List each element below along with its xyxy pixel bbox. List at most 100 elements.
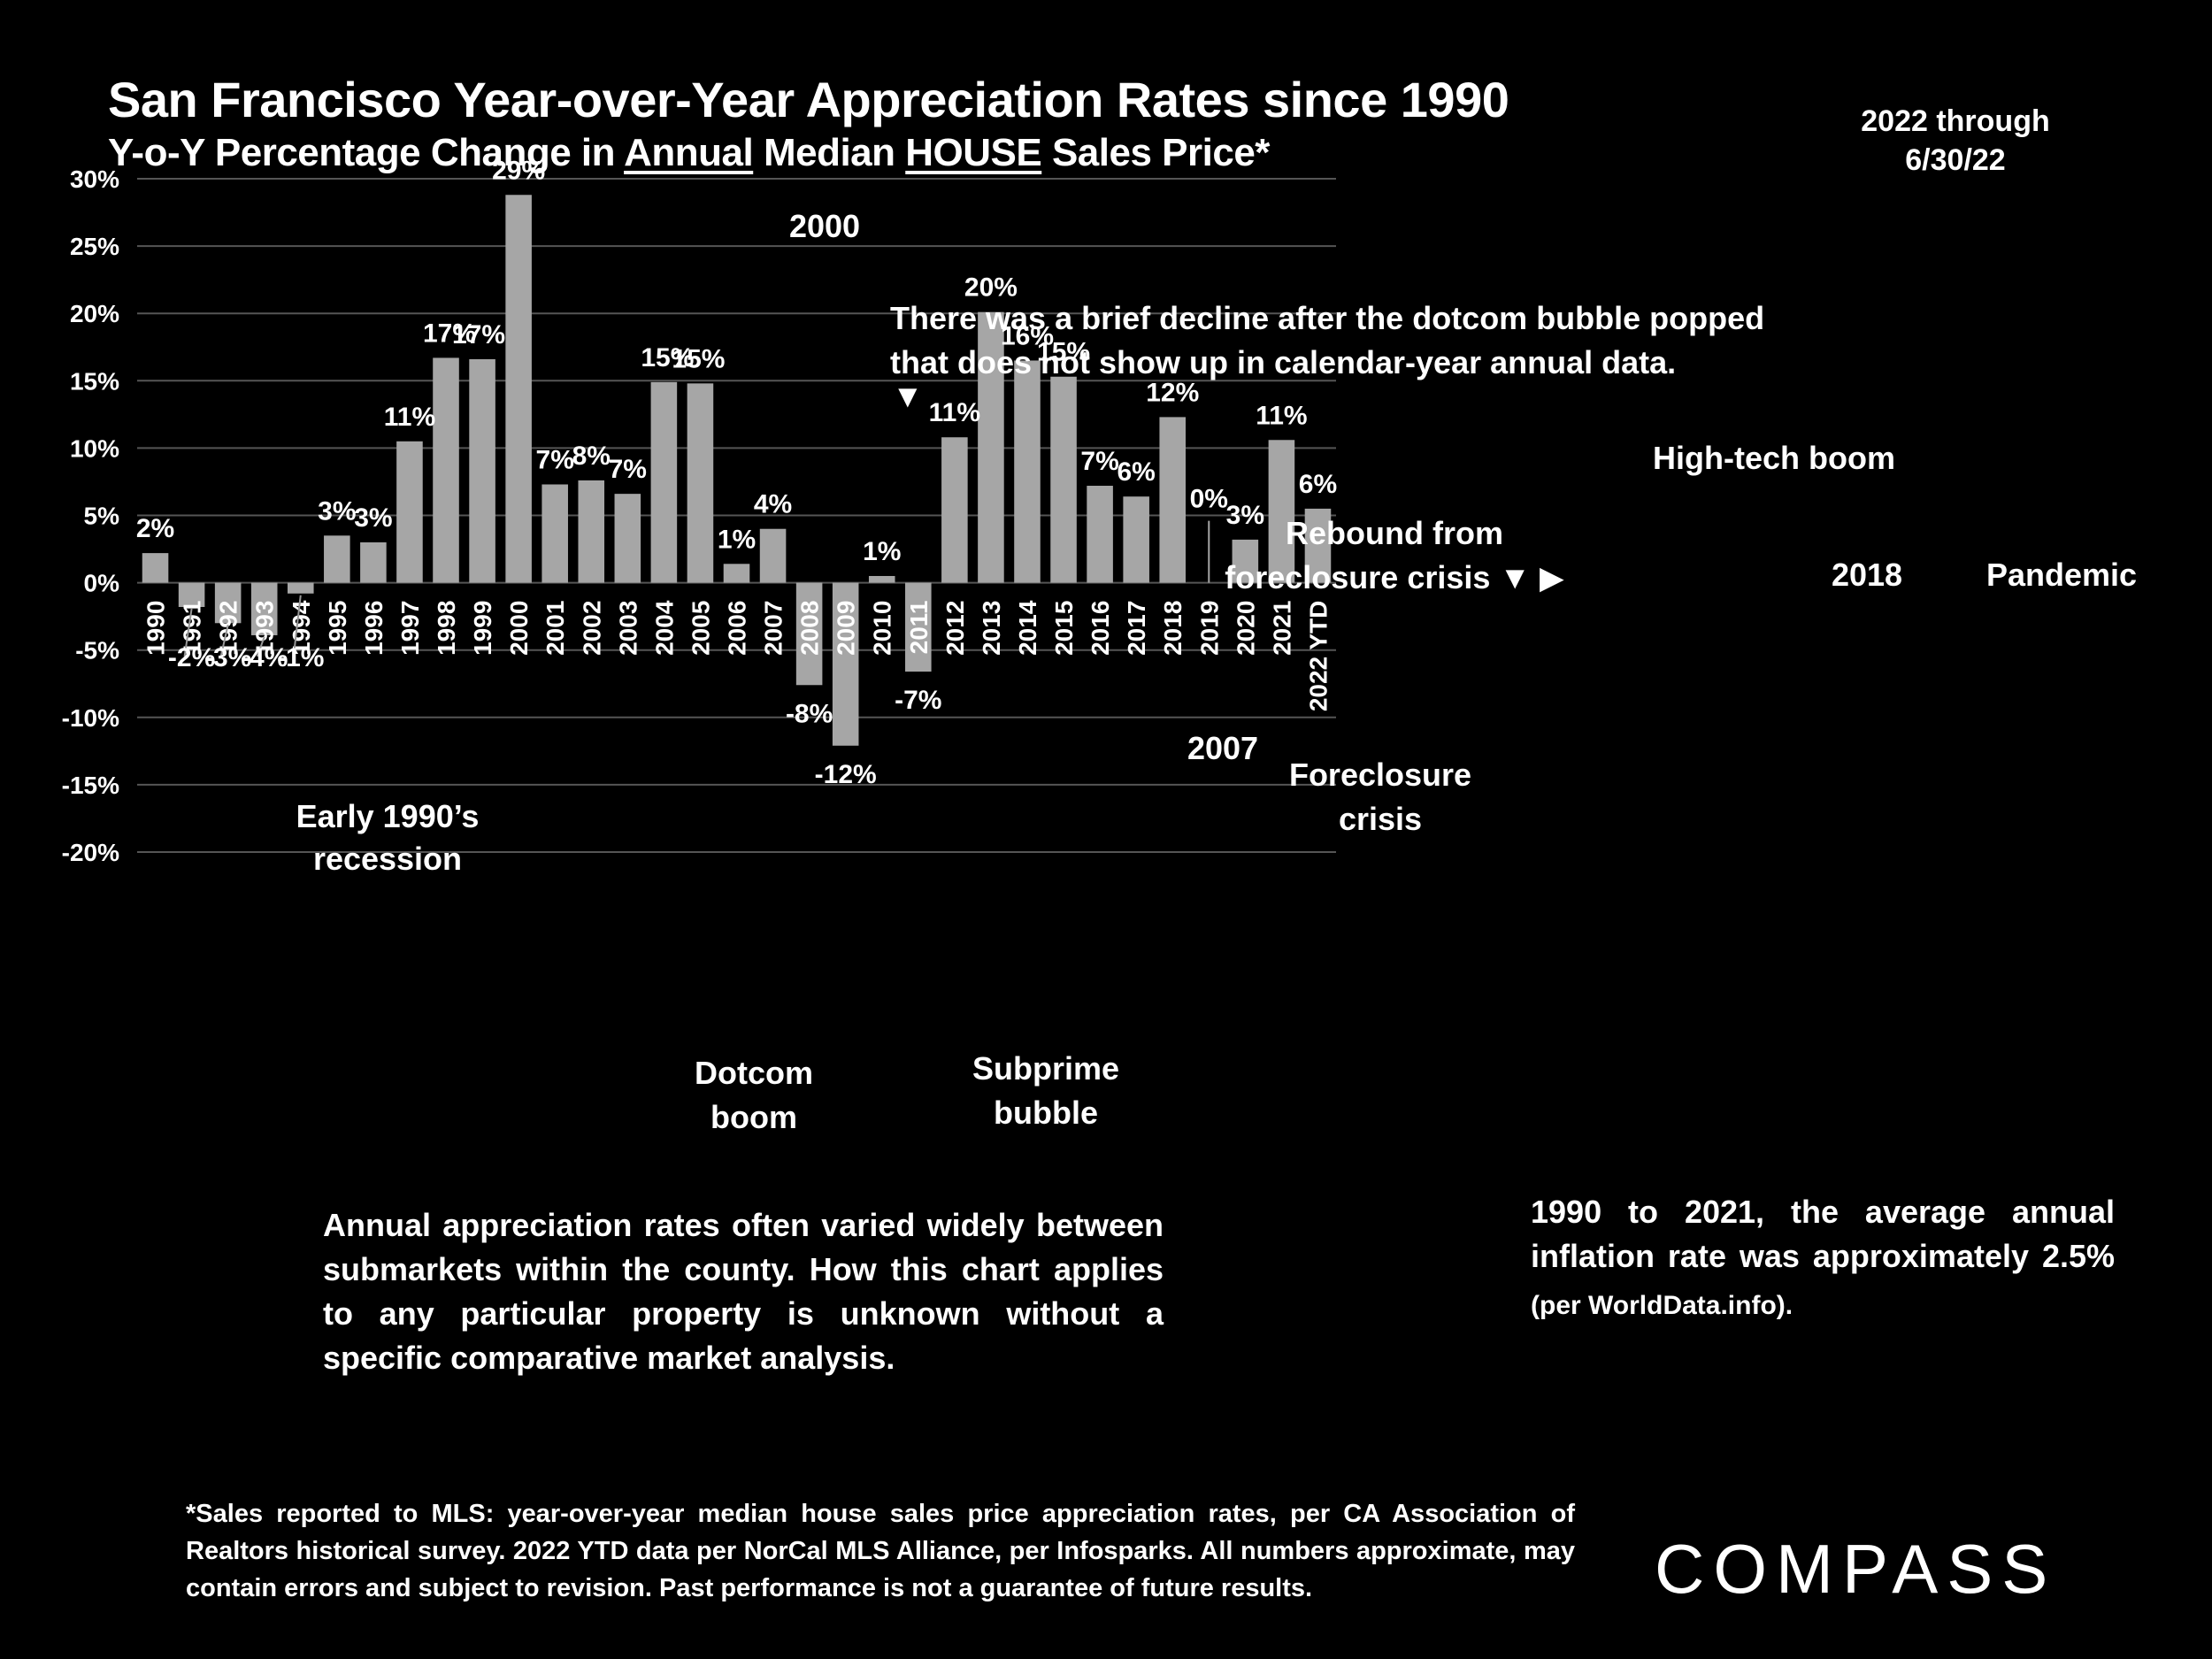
- subtitle-emphasis-annual: Annual: [624, 131, 754, 174]
- data-label: 1%: [863, 537, 901, 566]
- bar: [1087, 486, 1113, 583]
- label-leader-lines: [183, 595, 302, 657]
- data-label: -1%: [277, 643, 324, 672]
- annotation-line: Subprime: [972, 1050, 1119, 1087]
- bar: [650, 381, 678, 583]
- leader-line: [292, 595, 302, 657]
- data-label: 15%: [672, 344, 725, 373]
- data-label: 11%: [929, 398, 980, 427]
- data-label: -12%: [815, 760, 877, 789]
- bar: [469, 358, 495, 583]
- annotation-dotcom-decline: There was a brief decline after the dotc…: [890, 300, 1764, 380]
- x-axis-label: 2012: [941, 601, 969, 656]
- subtitle-emphasis-house: HOUSE: [905, 131, 1042, 174]
- bar: [832, 582, 859, 746]
- bar: [614, 494, 641, 583]
- data-label: -7%: [895, 686, 941, 715]
- bar: [178, 582, 205, 607]
- data-label: 17%: [452, 320, 505, 349]
- leader-line: [183, 608, 193, 657]
- x-axis-label: 1993: [251, 601, 279, 656]
- data-label: 29%: [492, 156, 545, 185]
- annotation-line: 2007: [1187, 730, 1258, 766]
- data-label: 17%: [423, 319, 476, 348]
- data-label: 1%: [718, 525, 756, 554]
- data-labels: 2%-2%-3%-4%-1%3%3%11%17%17%29%7%8%7%15%1…: [136, 156, 1337, 788]
- bar: [1123, 496, 1149, 583]
- x-axis-label: 2021: [1268, 601, 1295, 656]
- x-axis-label: 2016: [1087, 601, 1114, 656]
- x-axis-label: 2014: [1014, 600, 1041, 656]
- y-tick-label: -5%: [75, 637, 119, 664]
- subtitle-part: Sales Price*: [1041, 131, 1270, 174]
- annotation-line: 2018: [1832, 557, 1902, 593]
- data-label: -8%: [786, 699, 833, 728]
- x-axis-label: 2000: [505, 601, 533, 656]
- bar: [1050, 376, 1077, 583]
- x-axis-label: 1997: [396, 601, 424, 656]
- bar: [868, 575, 895, 583]
- as-of-line-1: 2022 through: [1861, 104, 2050, 138]
- down-arrow-icon: ▼: [892, 378, 924, 414]
- annotation-line: Pandemic: [1986, 557, 2137, 593]
- x-axis-label: 2013: [978, 601, 1005, 656]
- annotation-high-tech: High-tech boom: [1653, 440, 1895, 476]
- leader-line: [256, 636, 265, 657]
- annotation-foreclosure: Foreclosure crisis: [1289, 757, 1471, 837]
- data-label: 2%: [136, 514, 174, 543]
- annotation-line: Early 1990’s: [296, 798, 480, 834]
- x-axis-label: 2019: [1195, 601, 1223, 656]
- x-axis-label: 2018: [1159, 601, 1187, 656]
- annotation-line: Dotcom: [695, 1055, 813, 1091]
- bar: [214, 582, 242, 624]
- annotation-line: There was a brief decline after the dotc…: [890, 300, 1764, 336]
- data-label: 3%: [318, 496, 356, 526]
- annotation-line: recession: [313, 841, 462, 877]
- y-tick-label: -15%: [62, 772, 119, 799]
- x-axis-label: 2004: [650, 600, 678, 656]
- bar: [250, 582, 278, 635]
- bar: [795, 582, 823, 686]
- x-axis-label: 1998: [433, 601, 460, 656]
- annotation-year-2018: 2018: [1832, 557, 1902, 593]
- bar: [1304, 508, 1332, 583]
- data-label: 12%: [1146, 378, 1199, 407]
- x-axis-label: 1992: [215, 601, 242, 656]
- x-axis-label: 2020: [1232, 601, 1259, 656]
- annotation-line: bubble: [994, 1094, 1098, 1131]
- y-tick-label: 25%: [70, 233, 119, 260]
- data-label: 7%: [536, 445, 574, 474]
- data-label: 15%: [641, 343, 694, 373]
- y-tick-label: 10%: [70, 434, 119, 462]
- data-label: 6%: [1299, 470, 1337, 499]
- x-axis-label: 1994: [288, 600, 315, 656]
- x-axis-label: 2011: [905, 601, 933, 655]
- data-label: 11%: [1256, 401, 1307, 430]
- annotation-line: Foreclosure: [1289, 757, 1471, 793]
- x-axis-label: 1996: [360, 601, 388, 656]
- data-label: 3%: [354, 503, 392, 533]
- annotation-line: 2000: [789, 208, 860, 244]
- bar: [687, 383, 714, 583]
- x-axis-labels: 1990 1991 1992 1993 1994 1995 1996 1997 1998 1999…: [142, 600, 1333, 711]
- bar: [759, 528, 787, 583]
- x-axis-label: 2022 YTD: [1304, 601, 1332, 712]
- bar: [578, 480, 605, 583]
- footnote: *Sales reported to MLS: year-over-year m…: [186, 1500, 1575, 1602]
- x-axis-label: 2015: [1050, 601, 1078, 656]
- chart-title: San Francisco Year-over-Year Appreciatio…: [108, 72, 1509, 127]
- y-axis-ticks: 30% 25% 20% 15% 10% 5% 0% -5% -10% -15% -20%: [62, 165, 119, 866]
- bar: [396, 441, 423, 583]
- bar: [978, 311, 1004, 583]
- subtitle-part: Median: [753, 131, 906, 174]
- x-axis-label: 2003: [614, 601, 641, 656]
- data-label: 16%: [1001, 321, 1054, 350]
- annotation-year-2000: 2000: [789, 208, 860, 244]
- y-tick-label: 5%: [84, 503, 120, 530]
- bar: [941, 437, 968, 583]
- data-label: 4%: [754, 490, 792, 519]
- data-label: 7%: [1080, 447, 1118, 476]
- bar: [1159, 417, 1187, 583]
- annotations: Early 1990’s recession 2000 There was a bri…: [296, 208, 2137, 1135]
- data-label: -3%: [204, 643, 251, 672]
